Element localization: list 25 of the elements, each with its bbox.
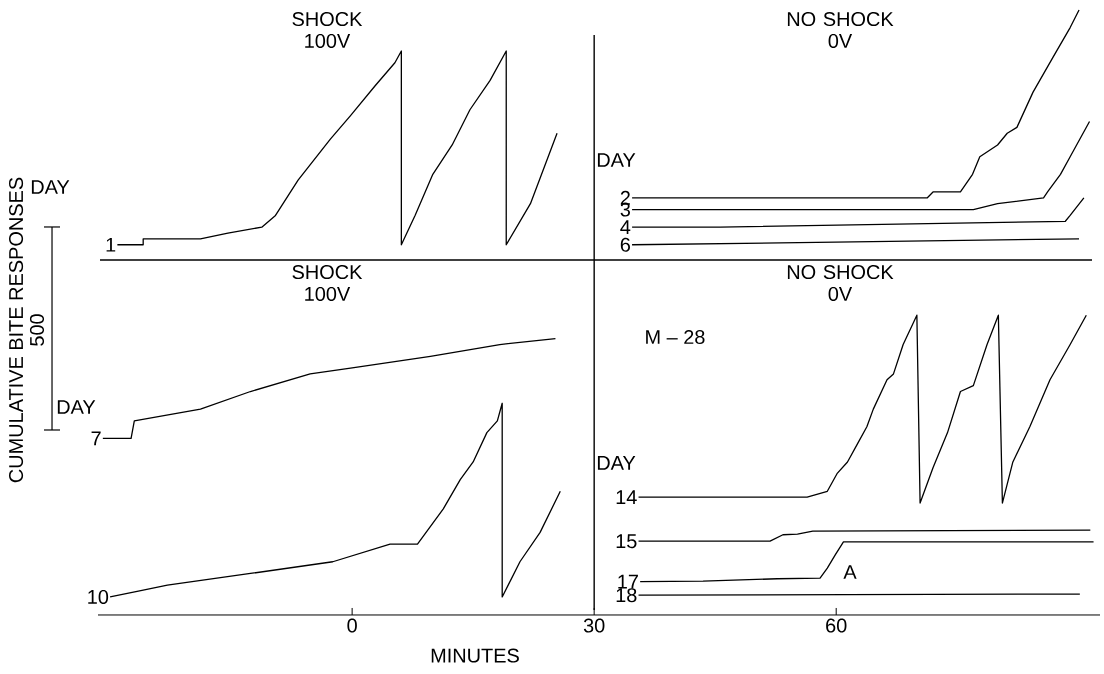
annotation: DAY [597, 153, 636, 167]
x-tick-label: 30 [583, 618, 605, 633]
annotation: M – 28 [646, 329, 705, 345]
x-tick-label: 60 [826, 618, 847, 633]
annotation: DAY [597, 456, 636, 470]
y-axis-title: CUMULATIVE BITE RESPONSES [9, 177, 24, 483]
series-label: 4 [620, 220, 631, 235]
text: DAY [31, 180, 70, 194]
x-tick-label: 0 [347, 618, 357, 633]
annotation: NO SHOCK 0V [787, 265, 894, 302]
text: 500 [29, 314, 45, 346]
series-label: 6 [620, 237, 631, 252]
text: DAY [57, 400, 96, 414]
annotation: SHOCK 100V [292, 265, 363, 302]
annotation: SHOCK 100V [292, 11, 363, 48]
series-label: 10 [88, 589, 109, 605]
series-label: 15 [616, 534, 637, 549]
series-label: 17 [618, 574, 638, 589]
series-label: 14 [616, 490, 637, 505]
series-label: 18 [616, 588, 637, 603]
legend-label: 7 [91, 431, 101, 446]
x-axis-title: MINUTES [431, 648, 519, 663]
series-label: 1 [106, 237, 116, 252]
annotation: NO SHOCK 0V [787, 11, 894, 48]
annotation: A [843, 565, 857, 579]
